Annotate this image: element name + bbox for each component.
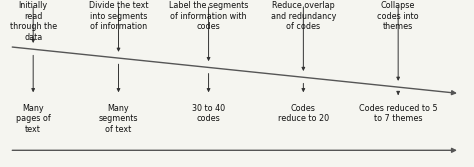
Text: Codes reduced to 5
to 7 themes: Codes reduced to 5 to 7 themes — [359, 104, 438, 123]
Text: Divide the text
into segments
of information: Divide the text into segments of informa… — [89, 1, 148, 31]
Text: Codes
reduce to 20: Codes reduce to 20 — [278, 104, 329, 123]
Text: Reduce overlap
and redundancy
of codes: Reduce overlap and redundancy of codes — [271, 1, 336, 31]
Text: Many
segments
of text: Many segments of text — [99, 104, 138, 134]
Text: Initially
read
through the
data: Initially read through the data — [9, 1, 57, 42]
Text: Collapse
codes into
themes: Collapse codes into themes — [377, 1, 419, 31]
Text: Many
pages of
text: Many pages of text — [16, 104, 51, 134]
Text: Label the segments
of information with
codes: Label the segments of information with c… — [169, 1, 248, 31]
Text: 30 to 40
codes: 30 to 40 codes — [192, 104, 225, 123]
